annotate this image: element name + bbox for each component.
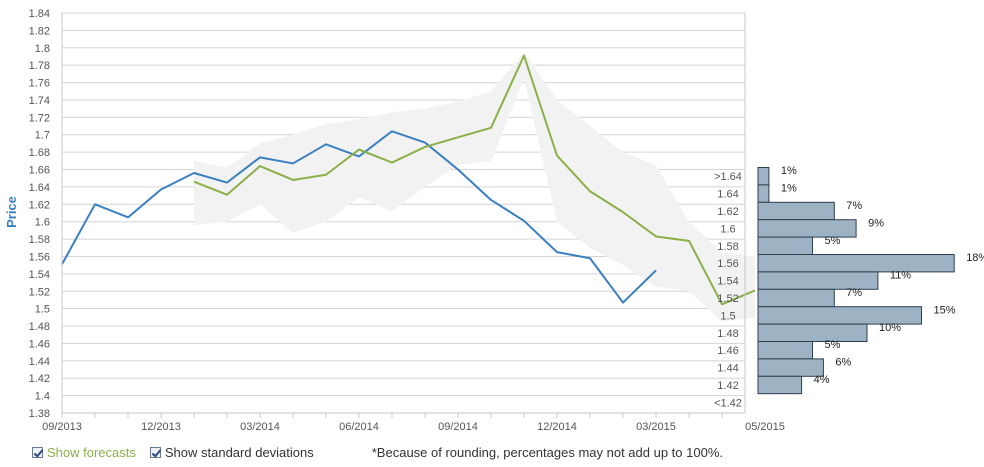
distribution-bin-label: <1.42: [714, 397, 742, 409]
price-lines: [61, 54, 756, 306]
distribution-bar: [757, 341, 813, 360]
show-forecasts-toggle[interactable]: Show forecasts: [32, 445, 136, 460]
distribution-bar: [757, 201, 835, 221]
y-tick-label: 1.42: [29, 373, 50, 385]
distribution-bin-label: 1.5: [720, 310, 735, 322]
distribution-bar-pct: 18%: [966, 252, 984, 264]
y-tick-label: 1.7: [35, 130, 50, 142]
forecast-price-line: [193, 54, 756, 306]
distribution-bar-pct: 9%: [868, 217, 884, 229]
distribution-bar: [757, 288, 835, 308]
distribution-bar-pct: 5%: [825, 235, 841, 247]
y-tick-label: 1.78: [29, 60, 50, 72]
distribution-bar: [757, 323, 868, 343]
distribution-bar-pct: 1%: [781, 183, 797, 195]
rounding-footnote: *Because of rounding, percentages may no…: [371, 444, 723, 460]
distribution-bin-label: 1.48: [717, 328, 738, 340]
y-tick-label: 1.84: [29, 8, 50, 20]
distribution-bin-label: 1.44: [717, 363, 738, 375]
distribution-bin-label: 1.54: [717, 276, 738, 288]
std-band-area: [194, 52, 755, 322]
distribution-bin-label: 1.58: [717, 241, 738, 253]
distribution-bar-pct: 7%: [846, 287, 862, 299]
x-tick-label: 03/2014: [240, 421, 280, 433]
distribution-bar-pct: 5%: [825, 339, 841, 351]
distribution-bin-label: 1.42: [717, 380, 738, 392]
y-tick-label: 1.46: [29, 338, 50, 350]
y-tick-label: 1.52: [29, 286, 50, 298]
y-tick-label: 1.44: [29, 356, 50, 368]
y-tick-label: 1.74: [29, 95, 50, 107]
distribution-bar-pct: 4%: [814, 374, 830, 386]
y-tick-label: 1.5: [35, 304, 50, 316]
distribution-bin-label: >1.64: [714, 171, 742, 183]
y-axis-title: Price: [4, 196, 19, 228]
y-tick-label: 1.8: [35, 43, 50, 55]
y-tick-label: 1.76: [29, 78, 50, 90]
distribution-bar: [757, 375, 803, 395]
y-tick-label: 1.64: [29, 182, 50, 194]
y-tick-label: 1.38: [29, 408, 50, 420]
distribution-bar-pct: 10%: [879, 322, 901, 334]
distribution-bar-pct: 15%: [934, 304, 956, 316]
distribution-bar-pct: 6%: [835, 357, 851, 369]
y-tick-label: 1.72: [29, 112, 50, 124]
show-forecasts-label[interactable]: Show forecasts: [47, 444, 136, 460]
distribution-bin-label: 1.56: [717, 258, 738, 270]
actual-price-line: [61, 130, 657, 304]
checkbox-icon[interactable]: [32, 446, 43, 458]
y-tick-label: 1.48: [29, 321, 50, 333]
show-std-label[interactable]: Show standard deviations: [164, 444, 314, 460]
y-tick-label: 1.82: [29, 25, 50, 37]
axes: 1.84 1.82 1.8 1.78 1.76 1.74 1.72 1.7 1.68 1.66 1.…: [29, 8, 785, 433]
forecast-distribution: >1.64 1% 1.64 1% 1.62 7% 1.6 9% 1.58 5% 1.56 18% 1.5…: [714, 165, 984, 409]
x-tick-label: 12/2014: [537, 421, 577, 433]
distribution-bar-pct: 11%: [890, 270, 911, 282]
distribution-bar: [757, 184, 770, 203]
distribution-bin-label: 1.46: [717, 345, 738, 357]
y-tick-label: 1.54: [29, 269, 50, 281]
std-deviation-band: [194, 52, 755, 322]
distribution-bar-pct: 7%: [846, 200, 862, 212]
y-tick-label: 1.68: [29, 147, 50, 159]
x-tick-label: 09/2014: [438, 421, 478, 433]
y-tick-label: 1.4: [35, 391, 50, 403]
x-tick-label: 03/2015: [636, 421, 676, 433]
distribution-bin-label: 1.52: [717, 293, 738, 305]
distribution-bin-label: 1.6: [720, 223, 735, 235]
checkbox-icon[interactable]: [149, 446, 161, 458]
show-std-toggle[interactable]: Show standard deviations: [149, 444, 314, 460]
distribution-bar-pct: 1%: [781, 165, 797, 177]
x-tick-label: 12/2013: [141, 421, 181, 433]
distribution-bar: [757, 236, 813, 256]
y-tick-label: 1.66: [29, 165, 50, 177]
y-tick-label: 1.58: [29, 234, 50, 246]
x-tick-label: 09/2013: [42, 421, 82, 433]
y-tick-label: 1.62: [29, 199, 50, 211]
legend: Show forecasts Show standard deviations …: [32, 443, 723, 461]
x-tick-label: 05/2015: [745, 421, 785, 433]
distribution-bin-label: 1.62: [717, 206, 738, 218]
distribution-bar: [757, 219, 857, 238]
distribution-bin-label: 1.64: [717, 189, 738, 201]
y-tick-label: 1.56: [29, 251, 50, 263]
x-tick-label: 06/2014: [339, 421, 379, 433]
y-tick-label: 1.6: [35, 217, 50, 229]
distribution-bar: [757, 254, 955, 273]
distribution-bar: [757, 167, 770, 186]
